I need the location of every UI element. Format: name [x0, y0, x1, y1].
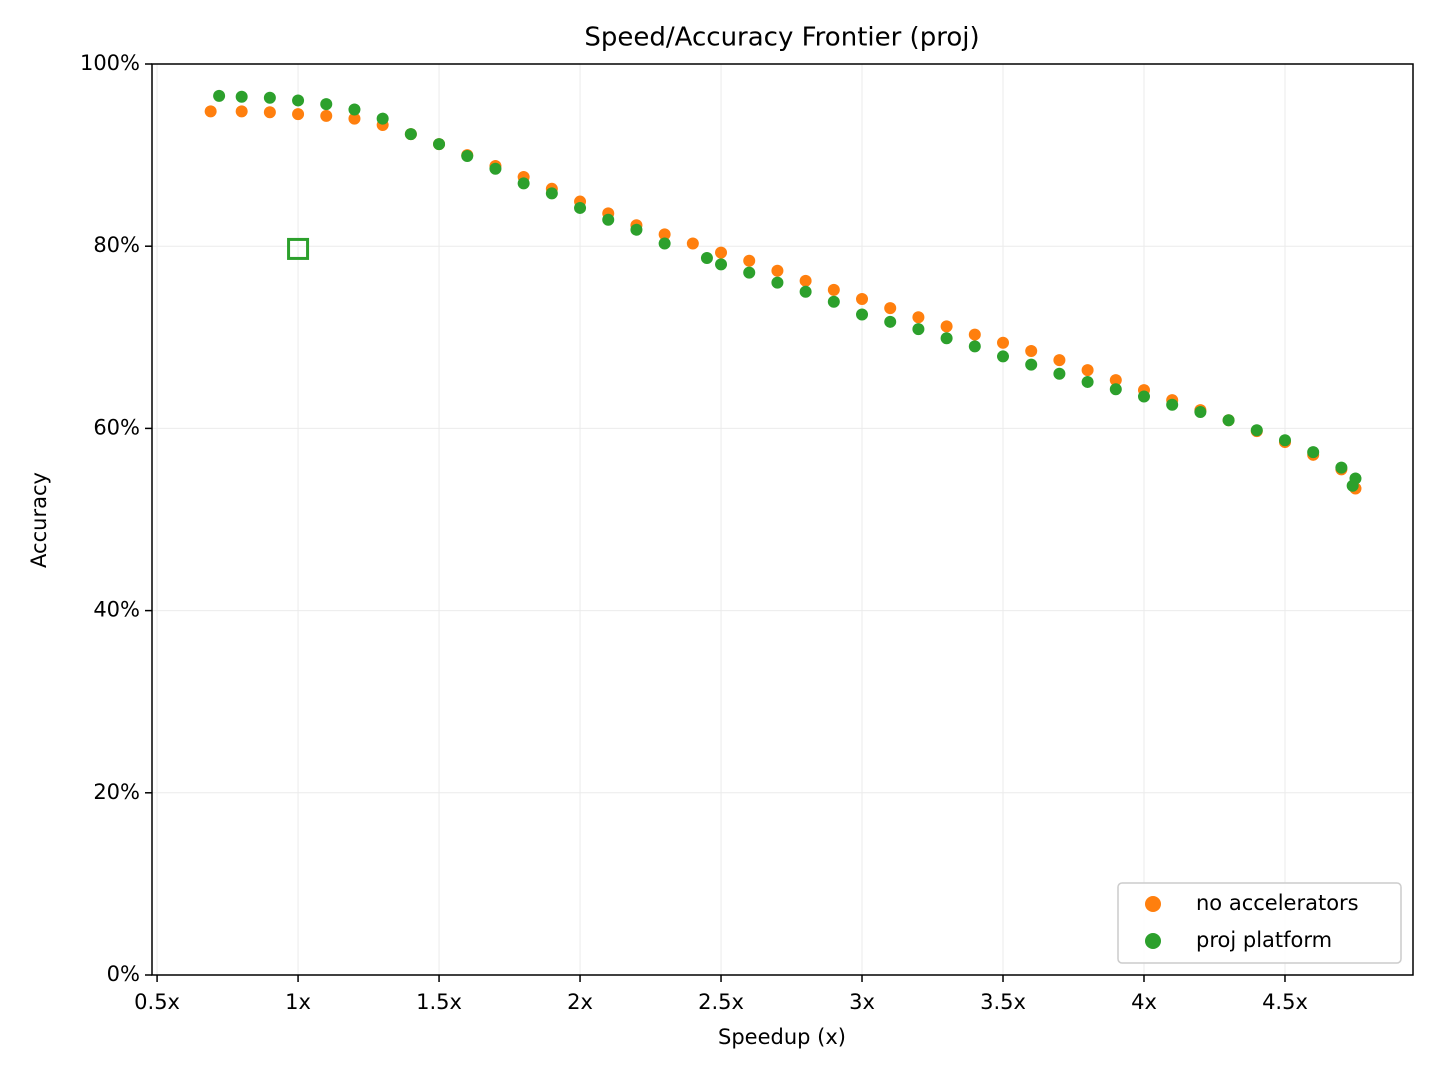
scatter-point — [912, 311, 925, 324]
legend-marker — [1145, 933, 1161, 949]
scatter-point — [884, 315, 897, 328]
scatter-point — [968, 328, 981, 341]
scatter-point — [348, 103, 361, 116]
scatter-point — [235, 105, 248, 118]
scatter-point — [517, 177, 530, 190]
x-tick-label: 2x — [567, 990, 593, 1014]
scatter-point — [1307, 446, 1320, 459]
scatter-point — [204, 105, 217, 118]
scatter-point — [658, 228, 671, 241]
scatter-point — [997, 350, 1010, 363]
scatter-point — [827, 283, 840, 296]
y-tick-label: 40% — [93, 598, 140, 622]
scatter-point — [1250, 424, 1263, 437]
scatter-point — [1025, 358, 1038, 371]
chart-title: Speed/Accuracy Frontier (proj) — [584, 23, 979, 53]
scatter-point — [912, 323, 925, 336]
scatter-point — [292, 108, 305, 121]
legend-label: no accelerators — [1196, 891, 1359, 915]
baseline-marker — [287, 237, 310, 260]
y-axis-label: Accuracy — [27, 472, 51, 568]
scatter-point — [700, 252, 713, 265]
scatter-point — [489, 162, 502, 175]
scatter-point — [940, 332, 953, 345]
scatter-point — [461, 150, 474, 163]
scatter-point — [213, 89, 226, 102]
scatter-point — [1025, 344, 1038, 357]
scatter-point — [320, 98, 333, 111]
scatter-point — [658, 237, 671, 250]
scatter-point — [263, 91, 276, 104]
y-tick-label: 100% — [80, 51, 140, 75]
scatter-point — [1053, 354, 1066, 367]
scatter-point — [630, 223, 643, 236]
scatter-point — [1346, 479, 1359, 492]
x-tick-label: 1x — [285, 990, 311, 1014]
scatter-point — [433, 138, 446, 151]
scatter-point — [376, 112, 389, 125]
scatter-point — [827, 295, 840, 308]
scatter-point — [1109, 374, 1122, 387]
y-tick-label: 20% — [93, 780, 140, 804]
scatter-point — [545, 187, 558, 200]
x-tick-label: 3.5x — [980, 990, 1026, 1014]
scatter-point — [743, 266, 756, 279]
scatter-point — [968, 340, 981, 353]
legend: no accelerators proj platform — [1117, 882, 1402, 964]
y-tick-label: 60% — [93, 415, 140, 439]
scatter-point — [1222, 414, 1235, 427]
legend-box — [1117, 882, 1402, 964]
scatter-point — [686, 237, 699, 250]
x-tick-label: 4x — [1131, 990, 1157, 1014]
scatter-point — [771, 276, 784, 289]
scatter-point — [1278, 434, 1291, 447]
scatter-point — [348, 112, 361, 125]
legend-label: proj platform — [1196, 928, 1332, 952]
x-tick-label: 1.5x — [416, 990, 462, 1014]
scatter-point — [1166, 398, 1179, 411]
plot-frame — [151, 63, 1414, 976]
scatter-point — [263, 106, 276, 119]
scatter-point — [404, 128, 417, 141]
scatter-point — [1194, 406, 1207, 419]
legend-marker — [1145, 896, 1161, 912]
scatter-point — [574, 201, 587, 214]
scatter-point — [715, 246, 728, 259]
x-tick-label: 4.5x — [1262, 990, 1308, 1014]
scatter-point — [743, 254, 756, 267]
scatter-point — [1081, 364, 1094, 377]
scatter-point — [235, 90, 248, 103]
scatter-point — [940, 320, 953, 333]
scatter-point — [856, 293, 869, 306]
scatter-point — [602, 213, 615, 226]
scatter-point — [1081, 375, 1094, 388]
x-tick-label: 2.5x — [698, 990, 744, 1014]
scatter-point — [856, 308, 869, 321]
scatter-point — [1335, 461, 1348, 474]
x-tick-label: 0.5x — [134, 990, 180, 1014]
scatter-point — [715, 258, 728, 271]
scatter-point — [292, 94, 305, 107]
scatter-point — [799, 274, 812, 287]
scatter-point — [320, 109, 333, 122]
scatter-point — [1137, 390, 1150, 403]
scatter-point — [884, 302, 897, 315]
scatter-point — [1109, 383, 1122, 396]
y-tick-label: 80% — [93, 233, 140, 257]
y-tick-label: 0% — [107, 962, 140, 986]
x-tick-label: 3x — [849, 990, 875, 1014]
x-axis-label: Speedup (x) — [718, 1025, 846, 1049]
scatter-point — [997, 336, 1010, 349]
scatter-point — [1053, 367, 1066, 380]
scatter-point — [799, 285, 812, 298]
scatter-point — [771, 264, 784, 277]
